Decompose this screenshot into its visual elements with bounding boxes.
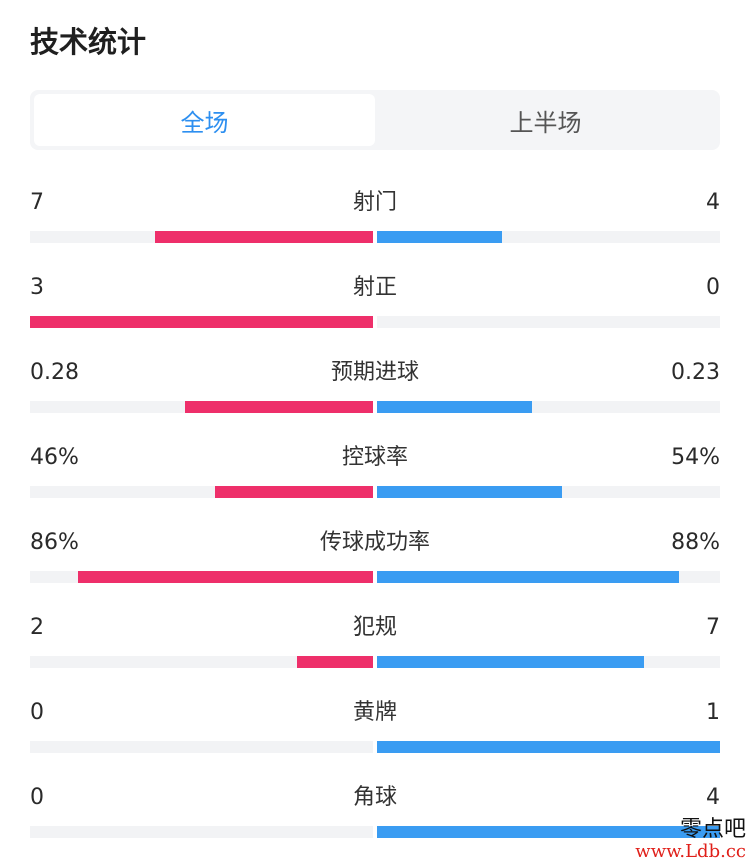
stat-label: 传球成功率 — [319, 530, 430, 555]
home-value: 7 — [30, 190, 44, 215]
stat-label: 犯规 — [352, 615, 397, 640]
away-value: 54% — [671, 445, 720, 470]
away-bar — [377, 741, 720, 753]
away-bar — [377, 656, 644, 668]
away-value: 7 — [706, 615, 720, 640]
watermark-url: www.Ldb.cc — [635, 841, 746, 863]
stat-row: 0.28 预期进球 0.23 — [30, 340, 720, 425]
away-track — [377, 401, 720, 413]
home-value: 0.28 — [30, 360, 79, 385]
watermark: 零点吧 www.Ldb.cc — [635, 817, 746, 863]
tab-first-half[interactable]: 上半场 — [375, 94, 716, 146]
home-track — [30, 656, 373, 668]
stats-list: 7 射门 4 3 射正 0 0.28 预期进球 0.23 46% 控球率 54% 86% 传球成功率 88%… — [30, 170, 720, 850]
watermark-name: 零点吧 — [679, 817, 746, 843]
home-value: 0 — [30, 785, 44, 810]
away-value: 0.23 — [671, 360, 720, 385]
home-value: 3 — [30, 275, 44, 300]
home-track — [30, 741, 373, 753]
tab-full-match[interactable]: 全场 — [34, 94, 375, 146]
away-value: 0 — [706, 275, 720, 300]
home-value: 86% — [30, 530, 79, 555]
page-title: 技术统计 — [30, 25, 147, 59]
away-bar — [377, 571, 679, 583]
home-track — [30, 316, 373, 328]
stat-label: 射正 — [352, 275, 397, 300]
home-bar — [30, 316, 373, 328]
home-bar — [78, 571, 373, 583]
home-track — [30, 486, 373, 498]
stat-row: 46% 控球率 54% — [30, 425, 720, 510]
away-track — [377, 486, 720, 498]
away-bar — [377, 486, 562, 498]
away-value: 4 — [706, 785, 720, 810]
away-value: 88% — [671, 530, 720, 555]
away-bar — [377, 401, 532, 413]
stat-row: 0 黄牌 1 — [30, 680, 720, 765]
away-track — [377, 656, 720, 668]
home-bar — [215, 486, 373, 498]
home-bar — [185, 401, 373, 413]
stat-label: 黄牌 — [352, 700, 397, 725]
period-tabs: 全场 上半场 — [30, 90, 720, 150]
stat-label: 预期进球 — [330, 360, 419, 385]
tab-first-half-label: 上半场 — [509, 108, 582, 137]
away-track — [377, 231, 720, 243]
stat-row: 3 射正 0 — [30, 255, 720, 340]
away-value: 1 — [706, 700, 720, 725]
away-track — [377, 316, 720, 328]
stat-label: 角球 — [352, 785, 397, 810]
away-bar — [377, 231, 502, 243]
home-value: 2 — [30, 615, 44, 640]
stat-label: 控球率 — [341, 445, 408, 470]
home-value: 46% — [30, 445, 79, 470]
stat-row: 86% 传球成功率 88% — [30, 510, 720, 595]
away-value: 4 — [706, 190, 720, 215]
stat-row: 7 射门 4 — [30, 170, 720, 255]
away-track — [377, 826, 720, 838]
stat-row: 2 犯规 7 — [30, 595, 720, 680]
home-track — [30, 571, 373, 583]
stat-label: 射门 — [352, 190, 397, 215]
home-track — [30, 401, 373, 413]
away-bar — [377, 826, 720, 838]
home-track — [30, 231, 373, 243]
home-value: 0 — [30, 700, 44, 725]
home-bar — [297, 656, 373, 668]
away-track — [377, 741, 720, 753]
stat-row: 0 角球 4 — [30, 765, 720, 850]
tab-full-match-label: 全场 — [180, 108, 229, 137]
away-track — [377, 571, 720, 583]
home-track — [30, 826, 373, 838]
home-bar — [155, 231, 373, 243]
